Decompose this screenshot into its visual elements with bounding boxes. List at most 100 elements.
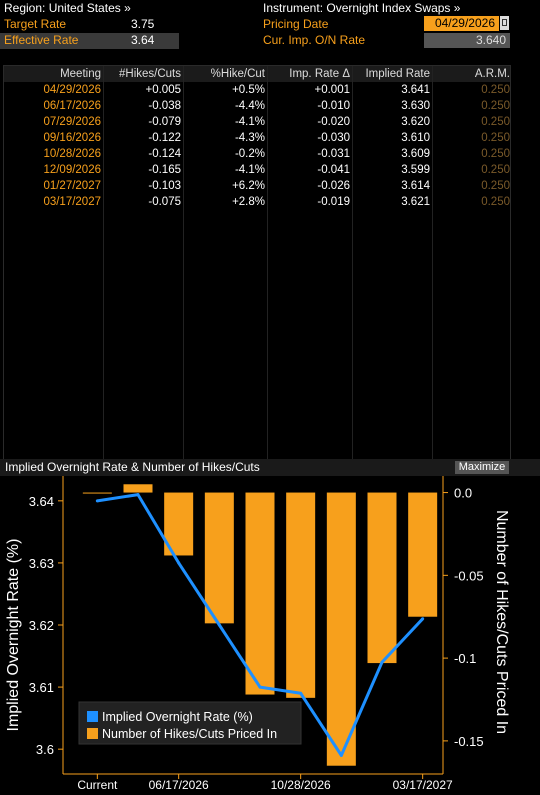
hikes-cuts-bar [245,492,275,695]
col-arm-cell: 0.250 [481,180,510,192]
col-implied-rate-cell: 3.610 [401,132,430,144]
left-axis-title: Implied Overnight Rate (%) [5,539,22,732]
target-rate-value: 3.75 [131,17,155,31]
pricing-date-label: Pricing Date [263,17,329,31]
col-hikes-cuts-cell: -0.103 [148,180,181,192]
col-meeting-cell: 07/29/2026 [43,116,101,128]
cur-imp-rate-label: Cur. Imp. O/N Rate [263,33,366,47]
right-axis-tick-label: -0.05 [454,568,484,583]
col-pct-hike-cut-cell: +6.2% [232,180,265,192]
col-meeting-cell: 12/09/2026 [43,164,101,176]
col-imp-rate-delta-header[interactable]: Imp. Rate Δ [289,68,350,80]
effective-rate-label: Effective Rate [4,33,79,47]
col-pct-hike-cut-cell: +0.5% [232,84,265,96]
implied-rate-point [299,691,303,695]
rate-hikes-chart: 3.64 3.63 3.62 3.61 3.6 0.0 -0.05 -0.1 -0.15 Impl… [5,476,510,792]
col-implied-rate-cell: 3.599 [401,164,430,176]
instrument-selector[interactable]: Instrument: Overnight Index Swaps » [263,1,461,15]
table-row[interactable]: 01/27/2027 -0.103 +6.2% -0.026 3.614 0.250 [4,178,510,194]
effective-rate-value: 3.64 [131,33,155,47]
col-hikes-cuts-cell: -0.124 [148,148,181,160]
col-implied-rate-header[interactable]: Implied Rate [365,68,430,80]
column-divider [103,66,104,459]
col-imp-rate-delta-cell: -0.026 [317,180,350,192]
col-arm-cell: 0.250 [481,164,510,176]
col-hikes-cuts-cell: +0.005 [145,84,182,96]
table-row[interactable]: 09/16/2026 -0.122 -4.3% -0.030 3.610 0.250 [4,130,510,146]
col-imp-rate-delta-cell: -0.020 [317,116,350,128]
table-row[interactable]: 03/17/2027 -0.075 +2.8% -0.019 3.621 0.250 [4,194,510,210]
hikes-cuts-bar [204,492,234,624]
legend-label-hikes-cuts: Number of Hikes/Cuts Priced In [102,727,277,741]
col-meeting-cell: 01/27/2027 [43,180,101,192]
col-imp-rate-delta-cell: -0.031 [317,148,350,160]
hikes-cuts-bar [367,492,397,664]
column-divider [352,66,353,459]
col-arm-cell: 0.250 [481,100,510,112]
effective-rate-row [0,33,179,49]
column-divider [432,66,433,459]
col-pct-hike-cut-header[interactable]: %Hike/Cut [210,68,265,80]
right-axis-tick-label: -0.1 [454,651,476,666]
target-rate-label: Target Rate [4,17,67,31]
col-imp-rate-delta-cell: -0.019 [317,196,350,208]
col-hikes-cuts-cell: -0.165 [148,164,181,176]
col-pct-hike-cut-cell: -4.1% [234,116,265,128]
col-pct-hike-cut-cell: -4.4% [234,100,265,112]
col-pct-hike-cut-cell: -4.1% [234,164,265,176]
x-axis-tick-label: Current [77,778,118,792]
hikes-cuts-bar [326,492,356,766]
x-axis-tick-label: 10/28/2026 [271,778,331,792]
hikes-cuts-bar [286,492,316,698]
col-arm-header[interactable]: A.R.M. [474,68,510,80]
column-divider [267,66,268,459]
col-hikes-cuts-header[interactable]: #Hikes/Cuts [119,68,181,80]
col-implied-rate-cell: 3.621 [401,196,430,208]
table-row[interactable]: 10/28/2026 -0.124 -0.2% -0.031 3.609 0.250 [4,146,510,162]
col-arm-cell: 0.250 [481,148,510,160]
col-meeting-header[interactable]: Meeting [60,68,101,80]
table-row[interactable]: 04/29/2026 +0.005 +0.5% +0.001 3.641 0.250 [4,82,510,98]
right-axis-tick-label: -0.15 [454,734,484,749]
calendar-icon[interactable] [500,16,509,30]
pricing-date-field[interactable]: 04/29/2026 [424,16,499,31]
implied-rate-point [380,660,384,664]
col-imp-rate-delta-cell: -0.041 [317,164,350,176]
left-axis-tick-label: 3.61 [29,680,54,695]
left-axis-tick-label: 3.63 [29,556,54,571]
col-implied-rate-cell: 3.620 [401,116,430,128]
region-selector[interactable]: Region: United States » [4,1,131,15]
cur-imp-rate-field: 3.640 [424,33,510,48]
table-row[interactable]: 06/17/2026 -0.038 -4.4% -0.010 3.630 0.250 [4,98,510,114]
hikes-cuts-bar [408,492,438,617]
left-axis-tick-label: 3.62 [29,618,54,633]
header-panel: Region: United States » Instrument: Over… [0,0,540,52]
col-pct-hike-cut-cell: -4.3% [234,132,265,144]
col-implied-rate-cell: 3.614 [401,180,430,192]
col-pct-hike-cut-cell: -0.2% [234,148,265,160]
table-header [4,66,510,82]
col-arm-cell: 0.250 [481,196,510,208]
col-meeting-cell: 03/17/2027 [43,196,101,208]
table-row[interactable]: 07/29/2026 -0.079 -4.1% -0.020 3.620 0.250 [4,114,510,130]
col-meeting-cell: 10/28/2026 [43,148,101,160]
hikes-cuts-bar [123,484,153,493]
legend-label-implied-rate: Implied Overnight Rate (%) [102,710,253,724]
col-hikes-cuts-cell: -0.122 [148,132,181,144]
col-pct-hike-cut-cell: +2.8% [232,196,265,208]
hikes-cuts-bar [82,492,112,494]
col-arm-cell: 0.250 [481,116,510,128]
maximize-button[interactable]: Maximize [455,461,509,474]
left-axis-tick-label: 3.6 [36,742,54,757]
table-row[interactable]: 12/09/2026 -0.165 -4.1% -0.041 3.599 0.250 [4,162,510,178]
col-implied-rate-cell: 3.609 [401,148,430,160]
col-imp-rate-delta-cell: -0.030 [317,132,350,144]
x-axis-tick-label: 03/17/2027 [393,778,453,792]
col-imp-rate-delta-cell: +0.001 [314,84,351,96]
col-hikes-cuts-cell: -0.075 [148,196,181,208]
implied-rate-point [421,617,425,621]
col-imp-rate-delta-cell: -0.010 [317,100,350,112]
col-hikes-cuts-cell: -0.038 [148,100,181,112]
col-arm-cell: 0.250 [481,84,510,96]
implied-rate-point [339,753,343,757]
